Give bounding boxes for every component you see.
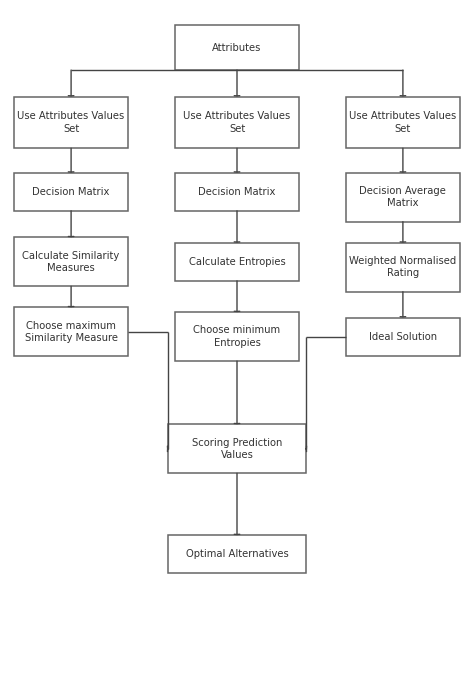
Text: Choose minimum
Entropies: Choose minimum Entropies: [193, 326, 281, 347]
Text: Calculate Similarity
Measures: Calculate Similarity Measures: [22, 251, 120, 273]
Text: Decision Average
Matrix: Decision Average Matrix: [359, 186, 447, 208]
FancyBboxPatch shape: [175, 25, 299, 70]
Text: Choose maximum
Similarity Measure: Choose maximum Similarity Measure: [25, 321, 118, 343]
FancyBboxPatch shape: [346, 97, 460, 148]
FancyBboxPatch shape: [346, 173, 460, 222]
Text: Calculate Entropies: Calculate Entropies: [189, 257, 285, 267]
Text: Ideal Solution: Ideal Solution: [369, 332, 437, 341]
FancyBboxPatch shape: [175, 173, 299, 211]
Text: Decision Matrix: Decision Matrix: [198, 187, 276, 197]
FancyBboxPatch shape: [175, 97, 299, 148]
FancyBboxPatch shape: [14, 97, 128, 148]
FancyBboxPatch shape: [346, 318, 460, 356]
Text: Use Attributes Values
Set: Use Attributes Values Set: [183, 112, 291, 133]
FancyBboxPatch shape: [14, 173, 128, 211]
Text: Weighted Normalised
Rating: Weighted Normalised Rating: [349, 256, 456, 278]
FancyBboxPatch shape: [14, 237, 128, 286]
Text: Optimal Alternatives: Optimal Alternatives: [186, 549, 288, 559]
Text: Use Attributes Values
Set: Use Attributes Values Set: [349, 112, 456, 133]
Text: Decision Matrix: Decision Matrix: [32, 187, 110, 197]
FancyBboxPatch shape: [168, 424, 306, 473]
Text: Attributes: Attributes: [212, 43, 262, 52]
FancyBboxPatch shape: [14, 307, 128, 356]
FancyBboxPatch shape: [175, 243, 299, 281]
Text: Scoring Prediction
Values: Scoring Prediction Values: [192, 438, 282, 460]
FancyBboxPatch shape: [346, 243, 460, 292]
FancyBboxPatch shape: [175, 312, 299, 361]
FancyBboxPatch shape: [168, 535, 306, 573]
Text: Use Attributes Values
Set: Use Attributes Values Set: [18, 112, 125, 133]
